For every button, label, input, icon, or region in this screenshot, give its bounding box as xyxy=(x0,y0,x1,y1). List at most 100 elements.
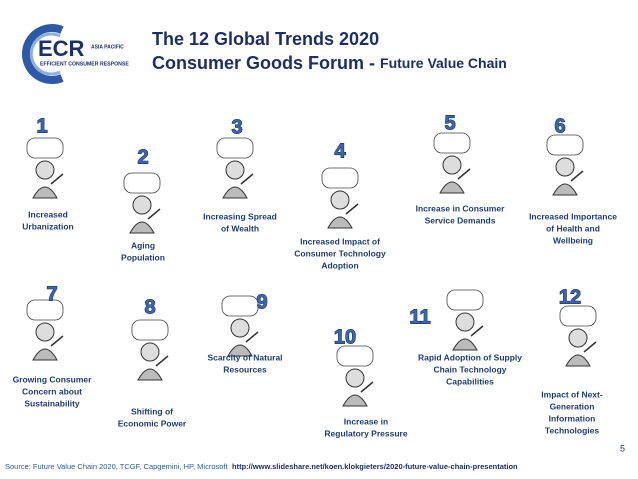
head xyxy=(225,160,245,180)
trend-label: Scarcity of Natural xyxy=(207,352,282,362)
cartoon xyxy=(131,319,169,381)
cartoon xyxy=(433,132,471,194)
trend-label: Regulatory Pressure xyxy=(324,428,407,438)
trend-number: 5 xyxy=(444,112,455,134)
trend-number: 4 xyxy=(334,140,346,162)
logo: ECR ASIA PACIFIC EFFICIENT CONSUMER RESP… xyxy=(22,24,129,84)
trend: 4 Increased Impact of Consumer Technology A… xyxy=(294,140,386,270)
subtitle-main: Consumer Goods Forum - xyxy=(152,53,380,73)
page-number: 5 xyxy=(620,443,625,453)
head xyxy=(345,368,365,388)
cartoon xyxy=(446,289,484,351)
head xyxy=(330,190,350,210)
cartoon xyxy=(123,172,161,234)
trend: 8 Shifting of Economic Power xyxy=(118,296,187,428)
speech-bubble xyxy=(123,172,161,194)
trend-label: Urbanization xyxy=(22,221,73,231)
trend-label: Increased Impact of xyxy=(300,236,380,246)
arm xyxy=(50,335,64,347)
cartoon xyxy=(546,134,584,196)
head xyxy=(568,328,588,348)
speech-bubble xyxy=(131,319,169,341)
trend-label: Information xyxy=(549,413,596,423)
trend: 3 Increasing Spread of Wealth xyxy=(203,116,277,233)
trend: 2 Aging Population xyxy=(121,146,165,262)
trend: 1 Increased Urbanization xyxy=(22,115,73,231)
trends: 1 Increased Urbanization 2 Aging Population 3 I… xyxy=(13,112,618,438)
trend-label: Rapid Adoption of Supply xyxy=(418,352,522,362)
trend-label: Sustainability xyxy=(24,398,80,408)
arm xyxy=(470,325,484,337)
logo-tagline: EFFICIENT CONSUMER RESPONSE xyxy=(40,61,129,67)
trend: 7 Growing Consumer Concern about Sustainabi… xyxy=(13,283,93,408)
trend-label: Wellbeing xyxy=(553,235,593,245)
speech-bubble xyxy=(336,345,374,367)
head xyxy=(230,318,250,338)
head xyxy=(140,342,160,362)
cartoon xyxy=(216,137,254,199)
trend-label: Increased Importance xyxy=(529,211,617,221)
arm xyxy=(457,168,471,180)
trend-number: 1 xyxy=(36,115,47,137)
body xyxy=(565,354,591,367)
trend-label: Adoption xyxy=(321,260,358,270)
body xyxy=(137,368,163,381)
body xyxy=(452,338,478,351)
trend-number: 7 xyxy=(46,283,57,305)
trend-label: of Health and xyxy=(546,223,600,233)
trend-number: 10 xyxy=(334,326,356,348)
trend-label: Shifting of xyxy=(131,406,173,416)
subtitle-emphasis: Future Value Chain xyxy=(380,55,507,71)
source: Source: Future Value Chain 2020, TCGF, C… xyxy=(5,462,229,471)
trend-number: 9 xyxy=(256,291,267,313)
logo-name: ECR xyxy=(38,36,85,61)
trend-number: 3 xyxy=(231,116,242,138)
body xyxy=(227,344,253,357)
arm xyxy=(245,331,259,343)
logo-swoosh-inner xyxy=(29,32,61,76)
trend: 5 Increase in Consumer Service Demands xyxy=(416,112,506,225)
trend-label: Population xyxy=(121,252,165,262)
body xyxy=(222,186,248,199)
arm xyxy=(360,381,374,393)
body xyxy=(552,183,578,196)
speech-bubble xyxy=(26,299,64,321)
trend-label: Increasing Spread xyxy=(203,211,277,221)
trend-label: Concern about xyxy=(22,386,82,396)
trend: 10 Increase in Regulatory Pressure xyxy=(324,326,407,438)
head xyxy=(555,157,575,177)
cartoon xyxy=(321,167,359,229)
speech-bubble xyxy=(321,167,359,189)
body xyxy=(439,181,465,194)
trend-number: 12 xyxy=(559,286,581,308)
trend-number: 2 xyxy=(137,146,148,168)
arm xyxy=(570,170,584,182)
title: The 12 Global Trends 2020 xyxy=(152,29,379,49)
trend-number: 6 xyxy=(554,115,565,137)
cartoon xyxy=(221,295,259,357)
trend-label: Aging xyxy=(131,240,155,250)
trend-label: Impact of Next- xyxy=(541,389,603,399)
speech-bubble xyxy=(433,132,471,154)
body xyxy=(327,216,353,229)
trend-label: Service Demands xyxy=(425,215,496,225)
trend-label: Increased xyxy=(28,209,68,219)
head xyxy=(442,155,462,175)
head xyxy=(35,160,55,180)
trend: 6 Increased Importance of Health and Wellbe… xyxy=(529,115,617,245)
trend: 9 Scarcity of Natural Resources xyxy=(207,291,282,374)
trend-number: 8 xyxy=(144,296,155,318)
url: http://www.slideshare.net/koen.klokgiete… xyxy=(232,462,518,471)
trend-label: Chain Technology xyxy=(433,364,506,374)
speech-bubble xyxy=(446,289,484,311)
arm xyxy=(583,341,597,353)
cartoon xyxy=(26,299,64,361)
body xyxy=(342,394,368,407)
head xyxy=(132,195,152,215)
subtitle: Consumer Goods Forum - Future Value Chai… xyxy=(152,53,507,73)
trend: 12 Impact of Next- Generation Information Te… xyxy=(541,286,603,435)
cartoon xyxy=(26,137,64,199)
cartoon xyxy=(336,345,374,407)
trend-number: 11 xyxy=(409,306,430,328)
